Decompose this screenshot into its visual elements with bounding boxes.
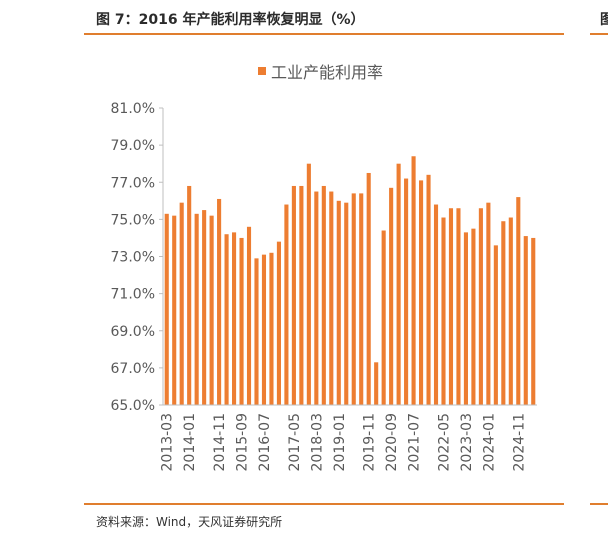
bar	[463, 232, 468, 405]
x-axis: 2013-03 2014-01 2014-11 2015-09 2016-07 2017-…	[160, 413, 528, 472]
x-tick-label: 2018-03	[309, 413, 325, 472]
x-tick-label: 2024-01	[481, 413, 497, 472]
bar	[254, 258, 259, 405]
bar	[269, 252, 274, 405]
bar	[172, 215, 177, 405]
x-tick-label: 2022-05	[437, 413, 453, 472]
x-tick-label: 2013-03	[160, 413, 176, 472]
source-note: 资料来源：Wind，天风证券研究所	[96, 515, 283, 529]
bar	[321, 185, 326, 405]
y-tick-label: 79.0%	[111, 138, 155, 154]
y-axis: 65.0% 67.0% 69.0% 71.0% 73.0% 75.0% 77.0% 79.0%…	[111, 101, 164, 414]
bar	[501, 221, 506, 405]
bar	[493, 245, 498, 405]
y-tick-label: 77.0%	[111, 175, 155, 191]
y-tick-label: 73.0%	[111, 250, 155, 266]
x-tick-label: 2017-05	[287, 413, 303, 472]
bar	[329, 191, 334, 405]
bar	[217, 198, 222, 405]
y-tick-label: 75.0%	[111, 212, 155, 228]
bar	[448, 208, 454, 405]
bar	[232, 232, 237, 405]
x-tick-label: 2014-11	[212, 413, 228, 472]
x-tick-label: 2016-07	[257, 413, 273, 472]
bar	[299, 185, 304, 405]
bar	[359, 193, 364, 405]
top-rule	[84, 33, 564, 35]
bar	[426, 174, 431, 405]
bar	[404, 178, 409, 405]
y-tick-label: 69.0%	[111, 324, 155, 340]
bar	[441, 217, 446, 405]
bar	[306, 163, 311, 405]
bar	[202, 210, 207, 405]
bar	[261, 254, 267, 405]
bar	[508, 217, 513, 405]
bars	[164, 156, 536, 405]
bar	[433, 204, 439, 405]
legend-swatch	[258, 67, 266, 75]
bar	[351, 193, 356, 405]
bar	[366, 172, 371, 405]
x-tick-label: 2020-09	[384, 413, 400, 472]
y-tick-label: 71.0%	[111, 287, 155, 303]
x-tick-label: 2021-07	[407, 413, 423, 472]
bar	[411, 156, 416, 405]
bar	[179, 202, 184, 405]
bar	[344, 202, 349, 405]
bar	[478, 208, 483, 405]
x-tick-label: 2023-03	[459, 413, 475, 472]
bar	[284, 204, 289, 405]
next-top-rule	[590, 33, 608, 35]
y-tick-label: 81.0%	[111, 101, 155, 117]
bar	[291, 185, 296, 405]
bar	[419, 180, 424, 405]
bar	[194, 213, 199, 405]
bar	[224, 234, 229, 405]
bar	[314, 191, 319, 405]
x-tick-label: 2019-11	[362, 413, 378, 472]
bar	[486, 202, 491, 405]
y-tick-label: 67.0%	[111, 361, 155, 377]
bar	[336, 200, 341, 405]
y-tick-label: 65.0%	[111, 398, 155, 414]
x-tick-label: 2015-09	[235, 413, 251, 472]
bar	[523, 236, 528, 405]
bar	[396, 163, 401, 405]
bottom-rule	[84, 503, 564, 505]
x-tick-label: 2014-01	[182, 413, 198, 472]
bar	[164, 213, 169, 405]
bar	[381, 230, 386, 405]
bar	[187, 185, 192, 405]
bar	[374, 362, 379, 405]
legend-label: 工业产能利用率	[271, 63, 383, 82]
bar	[389, 187, 394, 405]
x-tick-label: 2024-11	[511, 413, 527, 472]
bar	[239, 237, 244, 405]
bar	[246, 226, 252, 405]
bar	[276, 241, 281, 405]
bar	[516, 197, 521, 405]
bar	[209, 215, 214, 405]
bar	[456, 208, 461, 405]
x-tick-label: 2019-01	[332, 413, 348, 472]
next-figure-title: 图	[600, 12, 608, 28]
figure-title: 图 7：2016 年产能利用率恢复明显（%）	[96, 12, 365, 28]
bar	[471, 228, 476, 405]
bar	[531, 237, 536, 405]
next-bottom-rule	[590, 503, 608, 505]
legend: 工业产能利用率	[258, 63, 383, 82]
